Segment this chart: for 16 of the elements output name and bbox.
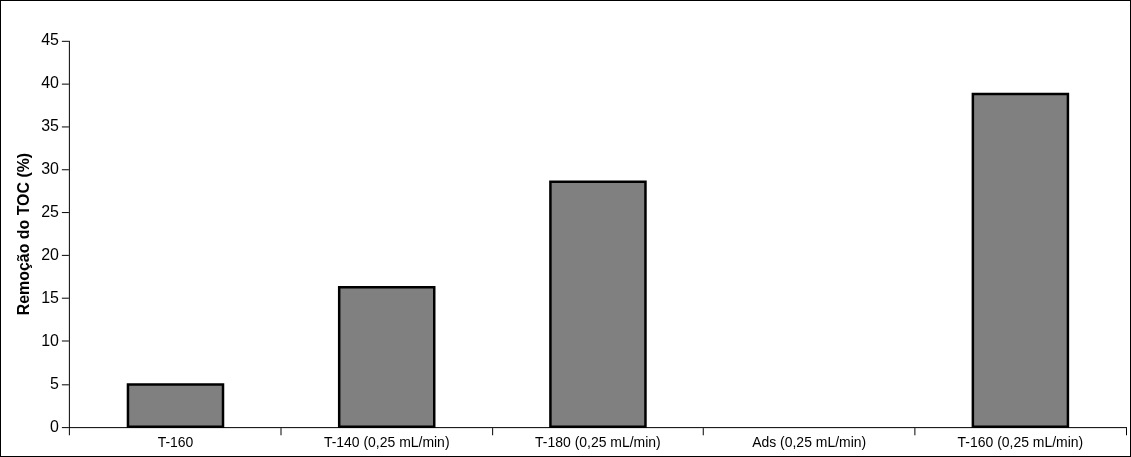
y-tick-label: 25 [41, 203, 60, 220]
y-tick-label: 20 [41, 245, 60, 263]
y-tick-label: 30 [41, 160, 60, 178]
x-tick-label: T-140 (0,25 mL/min) [323, 434, 450, 451]
x-tick-label: T-160 (0,25 mL/min) [957, 434, 1084, 451]
y-tick-label: 35 [41, 117, 60, 135]
x-tick-label: T-180 (0,25 mL/min) [535, 434, 661, 451]
y-tick-label: 5 [50, 374, 60, 392]
y-axis-title: Remoção do TOC (%) [14, 152, 32, 316]
x-tick-label: Ads (0,25 mL/min) [752, 434, 867, 451]
y-tick-label: 10 [41, 331, 60, 349]
y-tick-label: 0 [50, 417, 60, 435]
x-tick-label: T-160 [157, 434, 194, 451]
y-tick-label: 15 [41, 288, 60, 306]
y-tick-label: 40 [41, 74, 60, 92]
y-tick-label: 45 [41, 31, 60, 49]
